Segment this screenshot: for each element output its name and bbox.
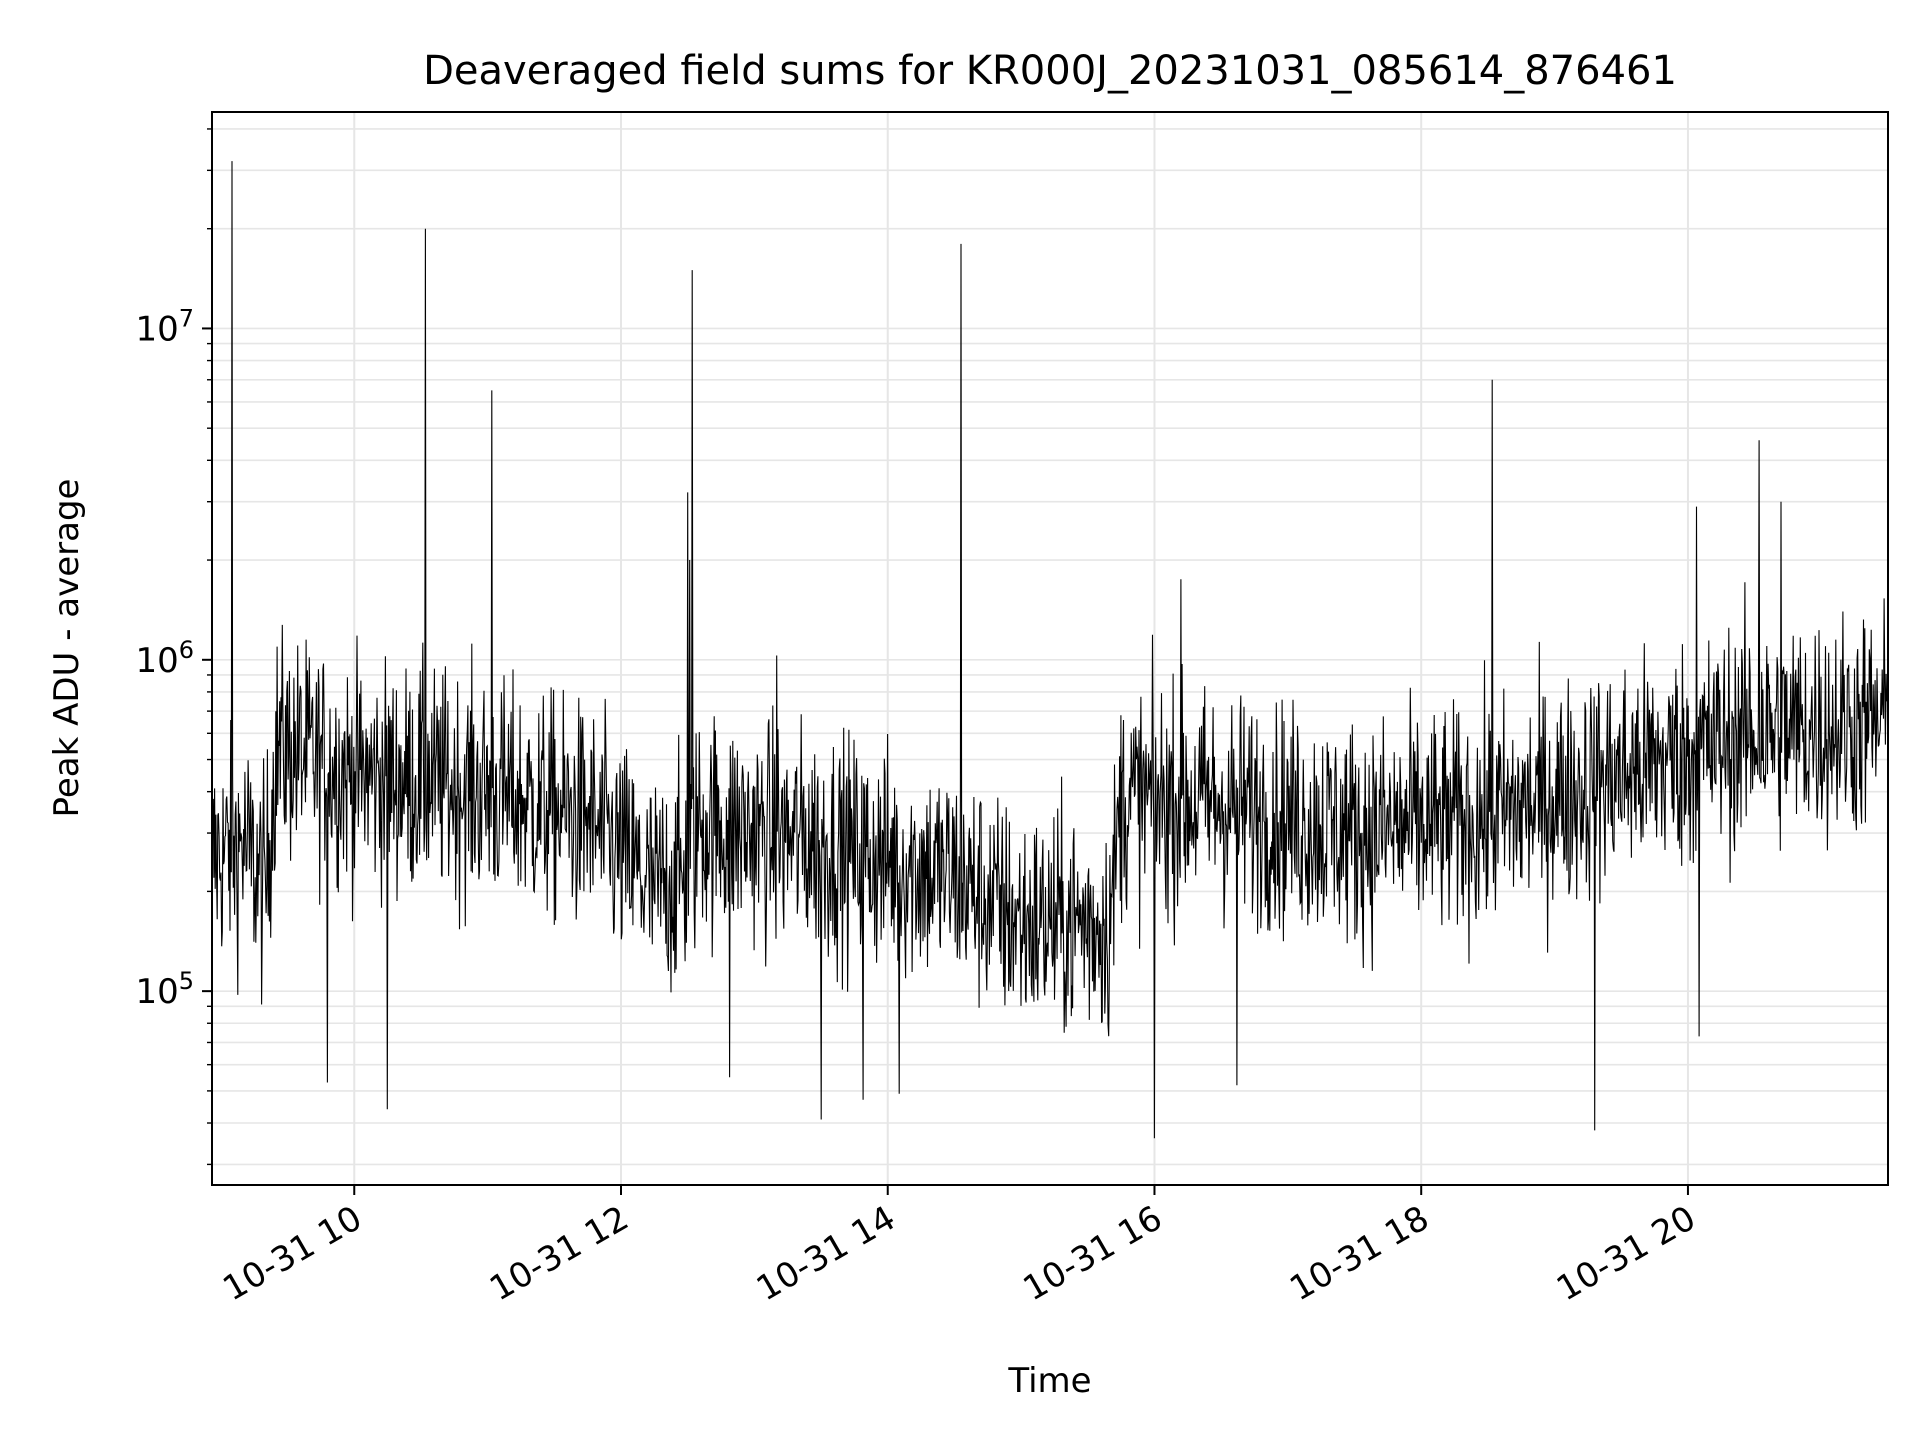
x-tick-label: 10-31 12 xyxy=(483,1198,635,1309)
y-axis: 105 106 107 xyxy=(135,128,212,1166)
plot-frame xyxy=(211,111,1889,1186)
x-tick-label: 10-31 14 xyxy=(750,1198,902,1309)
x-axis: 10-31 10 10-31 12 10-31 14 10-31 16 10-31 18… xyxy=(216,1185,1702,1309)
grid xyxy=(212,112,1888,1185)
x-tick-label: 10-31 20 xyxy=(1550,1198,1702,1309)
y-tick-label: 106 xyxy=(135,636,194,681)
x-tick-label: 10-31 16 xyxy=(1017,1198,1169,1309)
x-tick-label: 10-31 18 xyxy=(1283,1198,1435,1309)
y-tick-label: 105 xyxy=(135,967,194,1012)
chart-title: Deaveraged field sums for KR000J_2023103… xyxy=(423,48,1677,94)
y-tick-label: 107 xyxy=(135,304,194,349)
x-axis-label: Time xyxy=(1007,1361,1091,1401)
x-tick-label: 10-31 10 xyxy=(216,1198,368,1309)
y-axis-label: Peak ADU - average xyxy=(47,479,87,818)
series-line xyxy=(212,161,1888,1139)
